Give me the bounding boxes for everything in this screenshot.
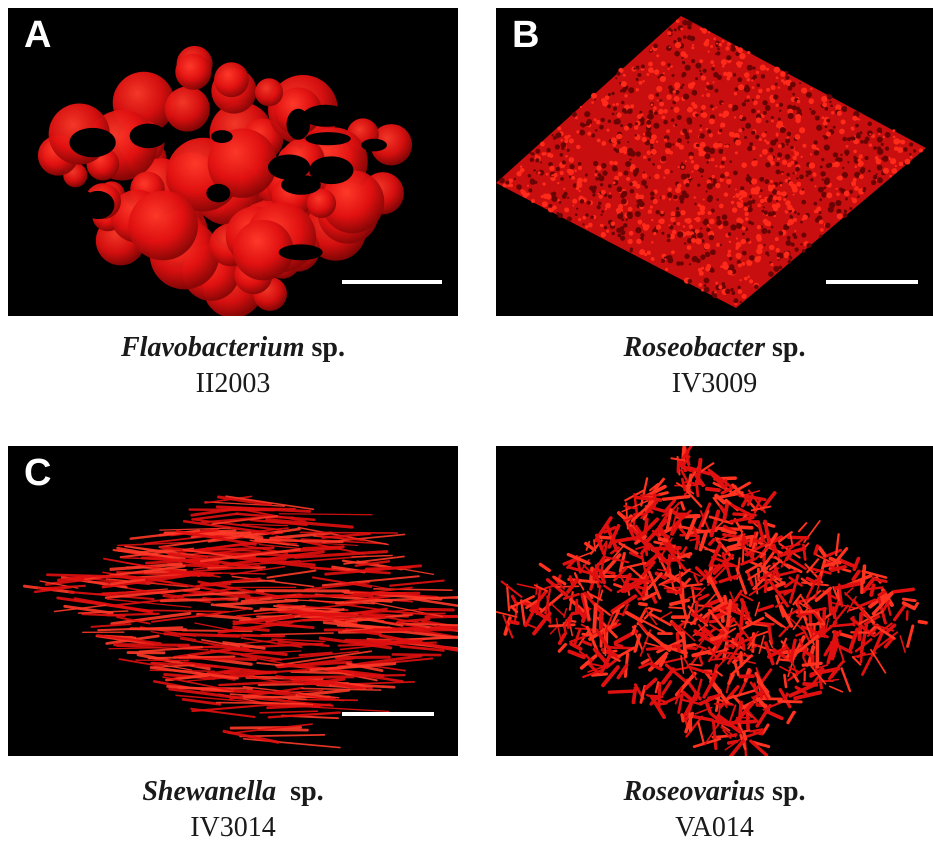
panel-a-genus: Flavobacterium [121, 332, 305, 363]
panel-a-caption: Flavobacterium sp. II2003 [8, 330, 458, 402]
panel-b-species: Roseobacter sp. [496, 330, 933, 366]
panel-c-species: Shewanella sp. [8, 774, 458, 810]
roseovarius-biofilm-render [496, 446, 933, 756]
panel-c-suffix: sp. [290, 776, 323, 807]
panel-a-image: A [8, 8, 458, 316]
panel-a-scalebar [342, 280, 442, 284]
shewanella-biofilm-render [8, 446, 458, 756]
panel-d-suffix: sp. [772, 776, 805, 807]
panel-b-caption: Roseobacter sp. IV3009 [496, 330, 933, 402]
panel-c-scalebar [342, 712, 434, 716]
panel-d-caption: Roseovarius sp. VA014 [496, 774, 933, 846]
panel-a-suffix: sp. [312, 332, 345, 363]
panel-b-strain: IV3009 [496, 366, 933, 402]
roseobacter-biofilm-render [496, 8, 933, 316]
flavobacterium-biofilm-render [8, 8, 458, 316]
panel-b-letter: B [512, 16, 539, 54]
panel-b-suffix: sp. [772, 332, 805, 363]
panel-c-genus: Shewanella [142, 776, 276, 807]
panel-d-strain: VA014 [496, 810, 933, 846]
panel-b-genus: Roseobacter [624, 332, 766, 363]
panel-d-image [496, 446, 933, 756]
panel-d-species: Roseovarius sp. [496, 774, 933, 810]
panel-c-caption: Shewanella sp. IV3014 [8, 774, 458, 846]
panel-b-image: B [496, 8, 933, 316]
panel-a-strain: II2003 [8, 366, 458, 402]
panel-c-strain: IV3014 [8, 810, 458, 846]
panel-a-letter: A [24, 16, 51, 54]
panel-d-genus: Roseovarius [623, 776, 765, 807]
panel-a-species: Flavobacterium sp. [8, 330, 458, 366]
panel-b-scalebar [826, 280, 918, 284]
panel-c-image: C [8, 446, 458, 756]
panel-c-letter: C [24, 454, 51, 492]
